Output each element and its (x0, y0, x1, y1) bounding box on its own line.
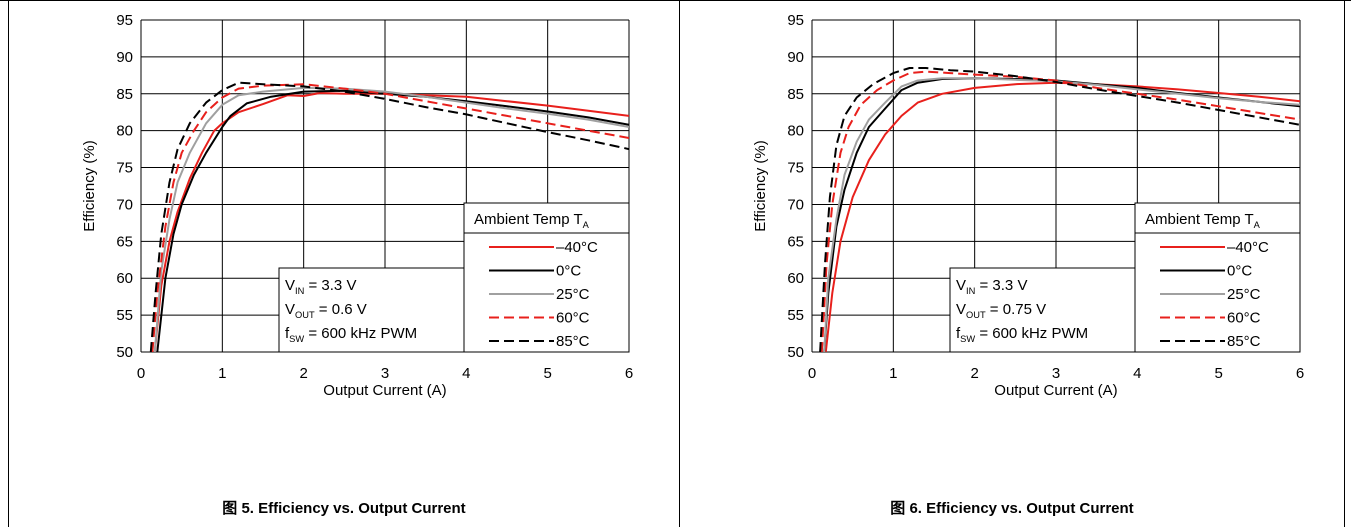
figure-caption-5: 图 5. Efficiency vs. Output Current (222, 500, 466, 517)
annotation-fsw: fSW = 600 kHz PWM (285, 325, 417, 344)
y-tick-label: 95 (787, 12, 804, 29)
annotation-vin: VIN = 3.3 V (956, 277, 1027, 296)
legend-label-1: 0°C (1227, 263, 1252, 280)
legend-label-2: 25°C (556, 286, 590, 303)
legend-label-0: –40°C (1227, 239, 1269, 256)
top-border-line (0, 0, 1351, 1)
y-axis-label: Efficiency (%) (752, 140, 769, 231)
x-tick-label: 1 (889, 365, 897, 382)
legend-label-2: 25°C (1227, 286, 1261, 303)
x-tick-label: 5 (543, 365, 551, 382)
series-line-4 (819, 67, 1300, 352)
x-axis-label: Output Current (A) (323, 382, 446, 399)
x-tick-label: 1 (218, 365, 226, 382)
y-tick-label: 90 (116, 49, 133, 66)
annotation-box (949, 267, 1141, 353)
x-axis-label: Output Current (A) (994, 382, 1117, 399)
figure-panel-6: 0 1 2 3 4 5 6 50 55 60 65 70 75 80 85 90 95 Output Curren… (679, 0, 1345, 527)
y-tick-label: 75 (116, 160, 133, 177)
y-tick-label: 80 (116, 123, 133, 140)
y-tick-label: 50 (116, 344, 133, 361)
y-tick-label: 85 (787, 86, 804, 103)
annotation-fsw: fSW = 600 kHz PWM (956, 325, 1088, 344)
y-tick-label: 55 (787, 307, 804, 324)
annotation-box (278, 267, 470, 353)
series-line-1 (156, 89, 629, 352)
legend-label-0: –40°C (556, 239, 598, 256)
legend-title: Ambient Temp TA (1145, 211, 1261, 230)
y-tick-label: 55 (116, 307, 133, 324)
x-tick-label: 4 (1133, 365, 1141, 382)
legend-title: Ambient Temp TA (474, 211, 590, 230)
x-tick-label: 3 (381, 365, 389, 382)
y-tick-label: 60 (787, 270, 804, 287)
y-tick-label: 75 (787, 160, 804, 177)
series-line-2 (823, 77, 1300, 352)
legend-label-4: 85°C (1227, 333, 1261, 350)
series-line-0 (824, 81, 1300, 352)
y-axis-label: Efficiency (%) (81, 140, 98, 231)
y-tick-label: 95 (116, 12, 133, 29)
y-tick-label: 80 (787, 123, 804, 140)
series-line-4 (149, 81, 629, 352)
y-tick-label: 70 (787, 196, 804, 213)
series-line-3 (820, 70, 1300, 352)
y-tick-label: 70 (116, 196, 133, 213)
y-tick-label: 65 (116, 233, 133, 250)
legend-label-3: 60°C (1227, 310, 1261, 327)
legend-label-3: 60°C (556, 310, 590, 327)
efficiency-chart-5: 0 1 2 3 4 5 6 50 55 60 65 70 75 80 85 90 95 Output Curren… (81, 12, 633, 399)
x-tick-label: 4 (462, 365, 470, 382)
x-tick-label: 6 (625, 365, 633, 382)
y-tick-label: 50 (787, 344, 804, 361)
figure-caption-6: 图 6. Efficiency vs. Output Current (890, 500, 1134, 517)
legend-label-1: 0°C (556, 263, 581, 280)
series-group (819, 67, 1300, 352)
series-line-0 (153, 92, 629, 352)
efficiency-chart-6: 0 1 2 3 4 5 6 50 55 60 65 70 75 80 85 90 95 Output Curren… (752, 12, 1304, 399)
y-tick-label: 90 (787, 49, 804, 66)
x-tick-label: 0 (137, 365, 145, 382)
annotation-vout: VOUT = 0.6 V (285, 301, 367, 320)
series-group (149, 81, 629, 352)
x-tick-label: 2 (970, 365, 978, 382)
x-tick-label: 0 (808, 365, 816, 382)
annotation-vout: VOUT = 0.75 V (956, 301, 1046, 320)
x-tick-label: 6 (1296, 365, 1304, 382)
legend-box (463, 202, 630, 353)
y-tick-label: 85 (116, 86, 133, 103)
legend-box (1134, 202, 1301, 353)
x-tick-label: 2 (299, 365, 307, 382)
series-line-3 (151, 83, 629, 352)
series-line-2 (153, 86, 629, 352)
x-tick-label: 3 (1052, 365, 1060, 382)
x-tick-label: 5 (1214, 365, 1222, 382)
figure-panel-5: 0 1 2 3 4 5 6 50 55 60 65 70 75 80 85 90 95 Output Curren… (8, 0, 679, 527)
y-tick-label: 65 (787, 233, 804, 250)
y-tick-label: 60 (116, 270, 133, 287)
annotation-vin: VIN = 3.3 V (285, 277, 356, 296)
legend-label-4: 85°C (556, 333, 590, 350)
